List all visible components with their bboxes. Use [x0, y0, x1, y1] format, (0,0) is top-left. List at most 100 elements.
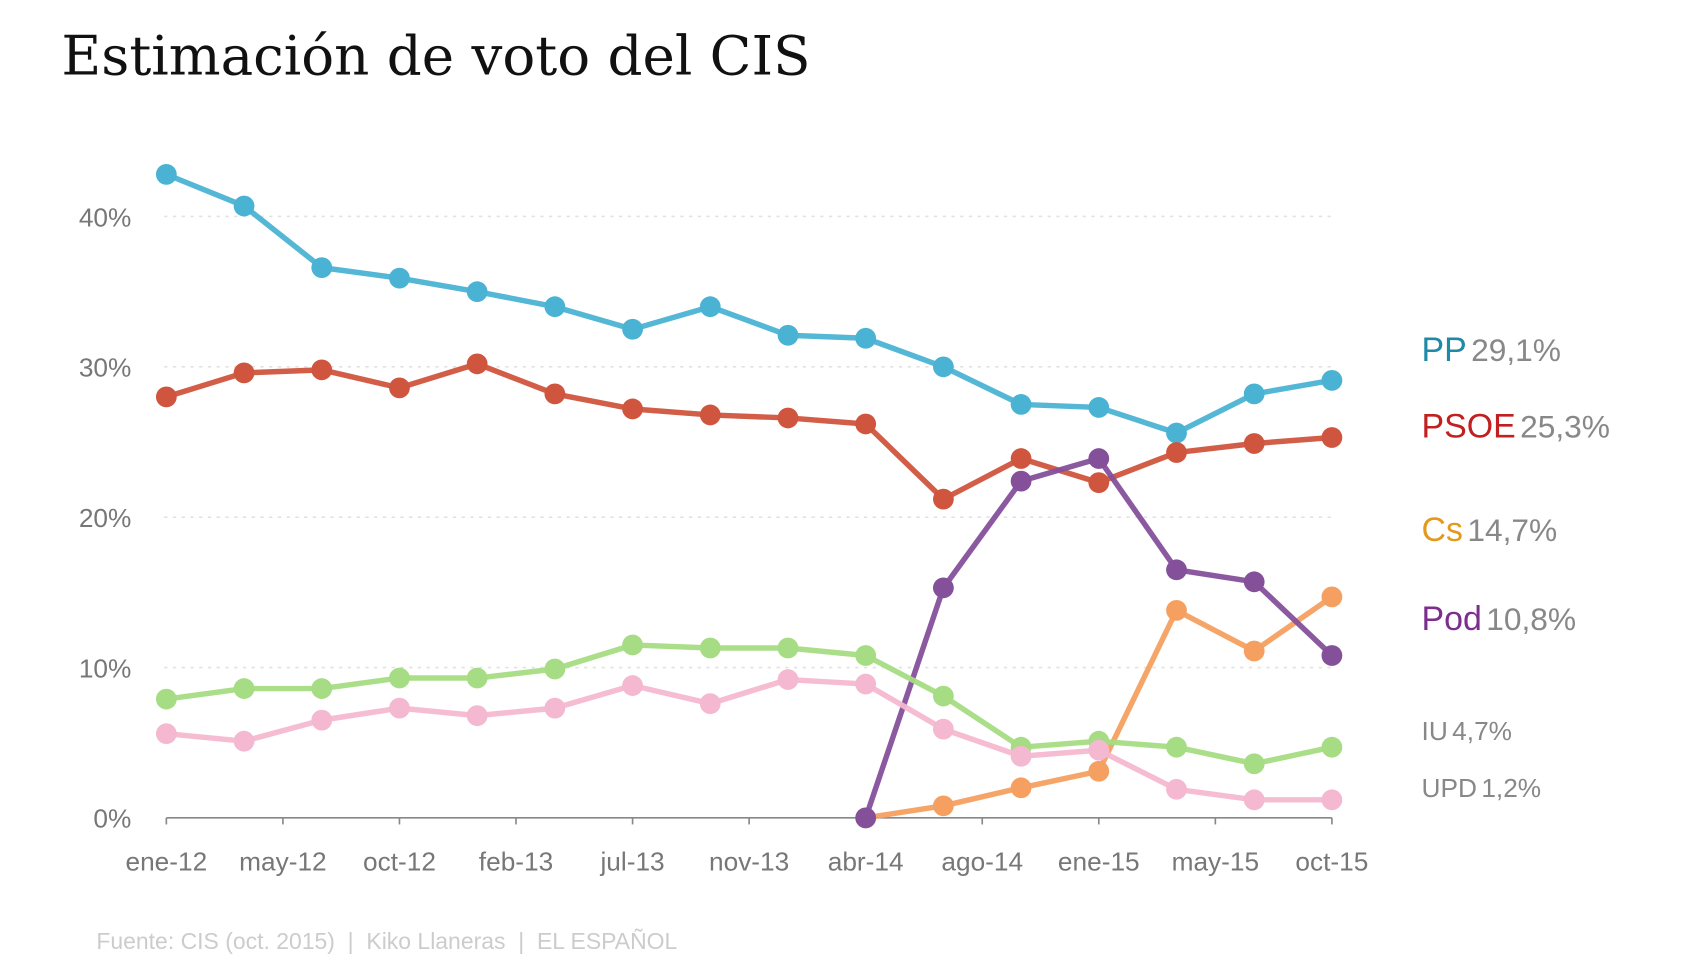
- series-pod: [855, 448, 1343, 829]
- end-labels: PP 29,1% PSOE 25,3% Cs 14,7% Pod 10,8% IU 4,…: [1422, 331, 1610, 803]
- series-name: Pod: [1422, 600, 1482, 638]
- series-value: 10,8%: [1486, 601, 1576, 637]
- x-tick-label: may-15: [1172, 846, 1259, 876]
- data-point-iu: [1166, 736, 1187, 758]
- series-pp: [155, 164, 1343, 444]
- series-value: 4,7%: [1452, 716, 1512, 746]
- data-point-upd: [1088, 739, 1110, 761]
- x-tick-label: may-12: [239, 846, 326, 876]
- data-point-pp: [1088, 397, 1110, 418]
- series-value: 29,1%: [1471, 332, 1561, 368]
- series-psoe: [155, 353, 1343, 510]
- end-label-iu: IU 4,7%: [1422, 716, 1512, 746]
- data-point-pod: [933, 577, 954, 599]
- gridlines: [164, 215, 1335, 669]
- series-lines: [155, 164, 1343, 829]
- x-tick-label: oct-15: [1295, 846, 1368, 876]
- data-point-pp: [155, 164, 177, 185]
- series-line-psoe: [165, 361, 1333, 502]
- data-point-pp: [699, 296, 721, 318]
- data-point-upd: [1321, 789, 1343, 811]
- end-label-psoe: PSOE 25,3%: [1422, 407, 1610, 445]
- data-point-iu: [699, 637, 721, 659]
- data-point-pp: [544, 296, 566, 318]
- data-point-psoe: [933, 488, 954, 510]
- data-point-iu: [777, 637, 799, 659]
- data-point-psoe: [311, 359, 333, 381]
- data-point-pp: [311, 257, 333, 278]
- data-point-pp: [1243, 383, 1265, 405]
- end-label-pod: Pod 10,8%: [1422, 600, 1577, 638]
- x-axis: ene-12 may-12 oct-12 feb-13 jul-13 nov-13 abr-…: [125, 817, 1368, 876]
- data-point-upd: [233, 730, 255, 752]
- data-point-pp: [233, 195, 255, 217]
- y-tick-label: 0%: [93, 804, 131, 834]
- x-tick-label: abr-14: [828, 846, 904, 876]
- data-point-psoe: [855, 413, 877, 435]
- data-point-upd: [1243, 789, 1265, 811]
- data-point-iu: [544, 658, 566, 680]
- data-point-pp: [1321, 369, 1343, 391]
- data-point-cs: [933, 795, 954, 817]
- data-point-pp: [1010, 394, 1032, 415]
- series-value: 14,7%: [1467, 512, 1557, 548]
- x-tick-label: nov-13: [709, 846, 789, 876]
- data-point-cs: [1321, 586, 1343, 608]
- data-point-pp: [933, 356, 954, 378]
- data-point-iu: [466, 667, 488, 689]
- y-axis: 0% 10% 20% 30% 40%: [79, 202, 132, 833]
- data-point-upd: [466, 705, 488, 727]
- data-point-psoe: [544, 383, 566, 405]
- data-point-pp: [855, 327, 877, 349]
- series-cs: [855, 586, 1343, 829]
- data-point-psoe: [1321, 427, 1343, 448]
- series-line-cs: [865, 594, 1334, 821]
- data-point-iu: [933, 685, 954, 707]
- y-tick-label: 10%: [79, 653, 132, 683]
- x-tick-label: jul-13: [599, 846, 664, 876]
- data-point-upd: [622, 675, 643, 696]
- y-tick-label: 20%: [79, 503, 132, 533]
- data-point-pod: [855, 807, 877, 829]
- data-point-psoe: [233, 362, 255, 384]
- data-point-upd: [777, 669, 799, 690]
- x-tick-label: ene-12: [125, 846, 207, 876]
- data-point-psoe: [1166, 442, 1187, 463]
- data-point-iu: [389, 667, 410, 689]
- series-value: 25,3%: [1520, 408, 1610, 444]
- data-point-upd: [933, 718, 954, 740]
- series-name: UPD: [1422, 773, 1477, 803]
- chart-title: Estimación de voto del CIS: [61, 23, 810, 87]
- series-iu: [155, 634, 1343, 775]
- data-point-upd: [1166, 778, 1187, 800]
- data-point-psoe: [1088, 472, 1110, 493]
- data-point-upd: [389, 697, 410, 719]
- data-point-iu: [233, 678, 255, 699]
- series-line-pp: [165, 171, 1333, 436]
- series-name: PP: [1422, 331, 1467, 369]
- data-point-pod: [1243, 571, 1265, 593]
- data-point-iu: [311, 678, 333, 699]
- data-point-pp: [622, 318, 643, 340]
- data-point-psoe: [622, 398, 643, 420]
- data-point-pp: [389, 267, 410, 289]
- data-point-iu: [155, 688, 177, 710]
- data-point-psoe: [155, 386, 177, 408]
- data-point-iu: [855, 645, 877, 666]
- data-point-psoe: [389, 377, 410, 399]
- y-tick-label: 40%: [79, 202, 132, 232]
- x-tick-label: ene-15: [1058, 846, 1140, 876]
- data-point-upd: [1010, 745, 1032, 767]
- data-point-pod: [1088, 448, 1110, 469]
- series-value: 1,2%: [1481, 773, 1541, 803]
- series-upd: [155, 669, 1343, 811]
- data-point-psoe: [777, 407, 799, 429]
- data-point-psoe: [1010, 448, 1032, 469]
- data-point-upd: [311, 709, 333, 731]
- data-point-psoe: [466, 353, 488, 375]
- data-point-upd: [544, 697, 566, 719]
- data-point-pp: [1166, 422, 1187, 444]
- y-tick-label: 30%: [79, 353, 132, 383]
- data-point-psoe: [699, 404, 721, 426]
